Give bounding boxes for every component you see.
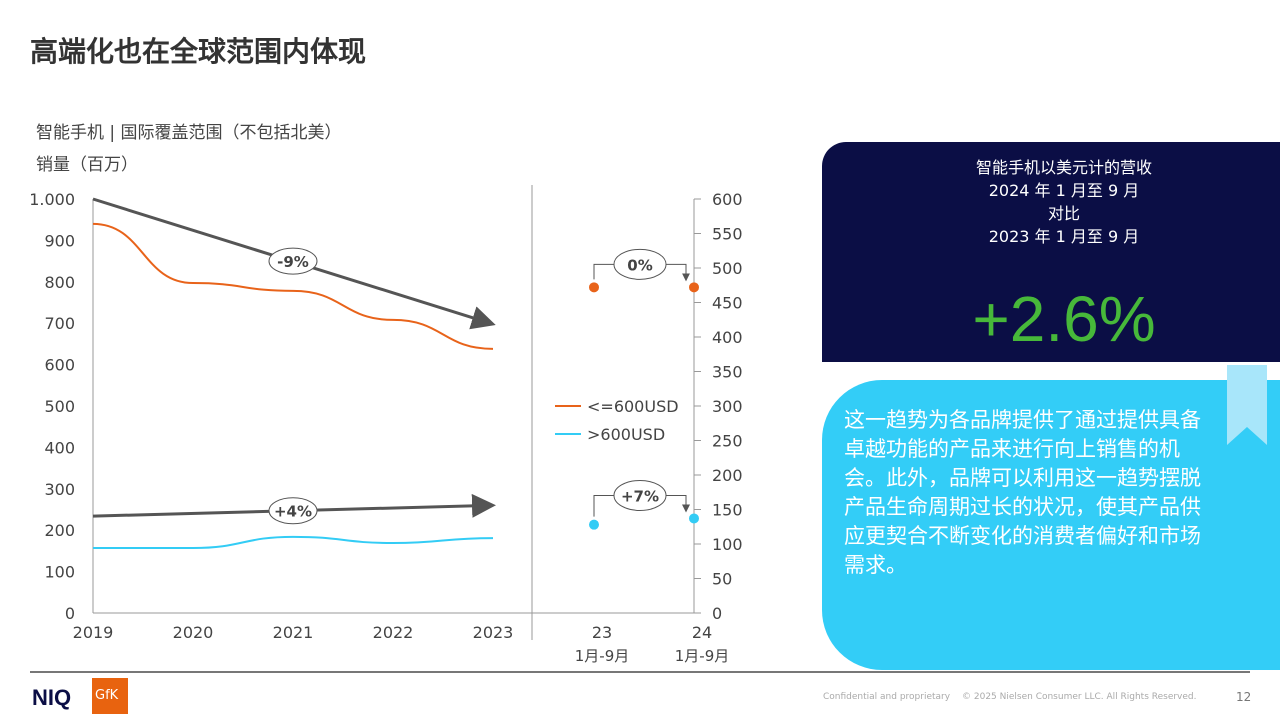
- y-tick-label: 500: [44, 397, 75, 416]
- insight-text: 这一趋势为各品牌提供了通过提供具备卓越功能的产品来进行向上销售的机会。此外，品牌…: [844, 408, 1201, 577]
- y-tick-label: 50: [712, 570, 732, 589]
- card-line: 智能手机以美元计的营收: [975, 158, 1152, 177]
- change-label-bubble: [613, 479, 667, 511]
- page-number: 12: [1236, 690, 1252, 704]
- y-tick-label: 100: [44, 563, 75, 582]
- bookmark-icon: [1227, 365, 1267, 445]
- y-tick-label: 0: [65, 604, 75, 623]
- niq-logo: NIQ: [32, 685, 72, 710]
- x-tick-sublabel: 1月-9月: [675, 647, 730, 665]
- card-line: 对比: [1047, 204, 1080, 223]
- x-tick-label: 23: [592, 623, 612, 642]
- data-point: [689, 282, 699, 293]
- y-tick-label: 500: [712, 259, 743, 278]
- y-tick-label: 300: [712, 397, 743, 416]
- y-tick-label: 250: [712, 432, 743, 451]
- y-tick-label: 300: [44, 480, 75, 499]
- chart: 0 100 200 300 400 500 600 700 800 900 1.000 0 50 100 1…: [29, 185, 743, 665]
- legend-label: <=600USD: [587, 397, 679, 416]
- chart-subtitle: 智能手机 | 国际覆盖范围（不包括北美）: [36, 123, 342, 143]
- y-tick-label: 700: [44, 314, 75, 333]
- y-tick-label: 400: [712, 328, 743, 347]
- confidential-text: Confidential and proprietary: [823, 692, 951, 702]
- legend-label: >600USD: [587, 425, 665, 444]
- change-label: 0%: [627, 256, 652, 274]
- trend-label-bubble: [268, 497, 318, 525]
- trend-label: +4%: [274, 503, 312, 521]
- x-tick-label: 24: [692, 623, 712, 642]
- copyright-text: © 2025 Nielsen Consumer LLC. All Rights …: [962, 692, 1197, 702]
- y-tick-label: 600: [712, 190, 743, 209]
- x-tick-label: 2020: [173, 623, 214, 642]
- data-point: [589, 519, 599, 530]
- y-tick-label: 900: [44, 231, 75, 250]
- card-line: 2024 年 1 月至 9 月: [988, 181, 1140, 200]
- y-tick-label: 150: [712, 501, 743, 520]
- card-line: 2023 年 1 月至 9 月: [988, 227, 1140, 246]
- x-tick-label: 2019: [73, 623, 114, 642]
- y-tick-label: 800: [44, 273, 75, 292]
- data-point: [689, 513, 699, 524]
- series-line: [92, 222, 494, 350]
- x-tick-sublabel: 1月-9月: [575, 647, 630, 665]
- footer-divider: [30, 671, 1250, 673]
- insight-card: 这一趋势为各品牌提供了通过提供具备卓越功能的产品来进行向上销售的机会。此外，品牌…: [822, 380, 1280, 670]
- y-axis-label: 销量（百万）: [36, 155, 138, 175]
- y-tick-label: 100: [712, 535, 743, 554]
- y-tick-label: 350: [712, 363, 743, 382]
- y-tick-label: 200: [44, 521, 75, 540]
- revenue-change: +2.6%: [972, 283, 1156, 355]
- y-tick-label: 200: [712, 466, 743, 485]
- y-tick-label: 0: [712, 604, 722, 623]
- y-tick-label: 1.000: [29, 190, 75, 209]
- y-tick-label: 550: [712, 225, 743, 244]
- gfk-logo: GfK: [92, 678, 128, 714]
- x-tick-label: 2023: [473, 623, 514, 642]
- data-point: [589, 282, 599, 293]
- y-tick-label: 450: [712, 294, 743, 313]
- revenue-card: 智能手机以美元计的营收 2024 年 1 月至 9 月 对比 2023 年 1 …: [822, 142, 1280, 362]
- trend-label: -9%: [277, 253, 309, 271]
- x-tick-label: 2021: [273, 623, 314, 642]
- y-tick-label: 400: [44, 438, 75, 457]
- y-tick-label: 600: [44, 356, 75, 375]
- series-line: [93, 535, 494, 550]
- change-label: +7%: [621, 487, 659, 505]
- x-tick-label: 2022: [373, 623, 414, 642]
- trend-label-bubble: [268, 247, 318, 275]
- change-label-bubble: [613, 248, 667, 280]
- page-title: 高端化也在全球范围内体现: [30, 35, 367, 68]
